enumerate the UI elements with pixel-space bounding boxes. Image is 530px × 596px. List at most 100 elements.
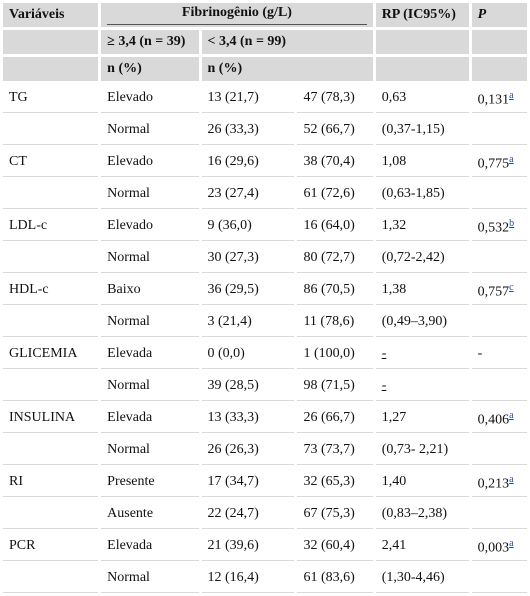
category-cell: Baixo (101, 276, 199, 305)
table-row: GLICEMIA Elevada 0 (0,0) 1 (100,0) - - (3, 340, 527, 369)
rp-cell: (0,37-1,15) (375, 116, 469, 145)
rp-cell: - (375, 372, 469, 401)
group-high-cell: 26 (33,3) (201, 116, 295, 145)
table-row: Ausente 22 (24,7) 67 (75,3) (0,83–2,38) (3, 500, 527, 529)
p-value-cell: 0,406a (471, 404, 527, 433)
variable-cell: RI (3, 468, 99, 497)
group-low-cell: 38 (70,4) (297, 148, 373, 177)
variable-cell: CT (3, 148, 99, 177)
group-high-cell: 39 (28,5) (201, 372, 295, 401)
p-value-cell (471, 244, 527, 273)
table-row: TG Elevado 13 (21,7) 47 (78,3) 0,63 0,131a (3, 84, 527, 113)
footnote-link[interactable]: b (509, 217, 515, 229)
rp-cell: 0,63 (375, 84, 469, 113)
category-cell: Normal (101, 372, 199, 401)
p-value-cell: 0,213a (471, 468, 527, 497)
footnote-link[interactable]: c (509, 281, 514, 293)
category-cell: Presente (101, 468, 199, 497)
variable-cell: INSULINA (3, 404, 99, 433)
variable-cell (3, 244, 99, 273)
rp-cell: (0,73- 2,21) (375, 436, 469, 465)
group-high-cell: 17 (34,7) (201, 468, 295, 497)
header-variaveis: Variáveis (3, 3, 99, 27)
variable-cell: TG (3, 84, 99, 113)
rp-cell: 1,27 (375, 404, 469, 433)
group-high-cell: 23 (27,4) (201, 180, 295, 209)
group-low-cell: 73 (73,7) (297, 436, 373, 465)
header-empty (471, 57, 527, 81)
rp-cell: (0,63-1,85) (375, 180, 469, 209)
table-row: Normal 12 (16,4) 61 (83,6) (1,30-4,46) (3, 564, 527, 593)
p-value-cell (471, 372, 527, 401)
header-fibrinogenio: Fibrinogênio (g/L) (101, 3, 373, 27)
group-low-cell: 67 (75,3) (297, 500, 373, 529)
table-row: Normal 3 (21,4) 11 (78,6) (0,49–3,90) (3, 308, 527, 337)
group-high-cell: 0 (0,0) (201, 340, 295, 369)
group-low-cell: 32 (65,3) (297, 468, 373, 497)
group-low-cell: 52 (66,7) (297, 116, 373, 145)
category-cell: Normal (101, 116, 199, 145)
header-rp: RP (IC95%) (375, 3, 469, 27)
table-row: LDL-c Elevado 9 (36,0) 16 (64,0) 1,32 0,532b (3, 212, 527, 241)
header-rule (107, 24, 367, 25)
rp-cell: (1,30-4,46) (375, 564, 469, 593)
table-row: HDL-c Baixo 36 (29,5) 86 (70,5) 1,38 0,757c (3, 276, 527, 305)
header-empty (375, 30, 469, 54)
p-value-cell: 0,775a (471, 148, 527, 177)
group-low-cell: 26 (66,7) (297, 404, 373, 433)
variable-cell (3, 436, 99, 465)
group-low-cell: 80 (72,7) (297, 244, 373, 273)
p-value-cell: 0,131a (471, 84, 527, 113)
variable-cell: GLICEMIA (3, 340, 99, 369)
group-low-cell: 32 (60,4) (297, 532, 373, 561)
category-cell: Normal (101, 244, 199, 273)
group-low-cell: 98 (71,5) (297, 372, 373, 401)
rp-cell: 1,08 (375, 148, 469, 177)
group-high-cell: 16 (29,6) (201, 148, 295, 177)
category-cell: Elevada (101, 532, 199, 561)
rp-cell: 2,41 (375, 532, 469, 561)
group-low-cell: 61 (83,6) (297, 564, 373, 593)
variable-cell: LDL-c (3, 212, 99, 241)
header-empty (3, 30, 99, 54)
rp-cell: - (375, 340, 469, 369)
group-high-cell: 3 (21,4) (201, 308, 295, 337)
category-cell: Elevada (101, 404, 199, 433)
p-value-cell (471, 308, 527, 337)
category-cell: Elevado (101, 212, 199, 241)
variable-cell: PCR (3, 532, 99, 561)
table-row: CT Elevado 16 (29,6) 38 (70,4) 1,08 0,775a (3, 148, 527, 177)
footnote-link[interactable]: a (509, 89, 514, 101)
group-high-cell: 12 (16,4) (201, 564, 295, 593)
footnote-link[interactable]: a (509, 537, 514, 549)
header-group-high: ≥ 3,4 (n = 39) (101, 30, 199, 54)
footnote-link[interactable]: a (509, 473, 514, 485)
group-high-cell: 26 (26,3) (201, 436, 295, 465)
p-value-cell (471, 564, 527, 593)
header-n-pct-high: n (%) (101, 57, 199, 81)
table-row: PCR Elevada 21 (39,6) 32 (60,4) 2,41 0,003a (3, 532, 527, 561)
p-value-cell (471, 180, 527, 209)
variable-cell (3, 308, 99, 337)
group-high-cell: 21 (39,6) (201, 532, 295, 561)
rp-cell: (0,72-2,42) (375, 244, 469, 273)
table-row: Normal 26 (33,3) 52 (66,7) (0,37-1,15) (3, 116, 527, 145)
rp-cell: (0,49–3,90) (375, 308, 469, 337)
p-value-cell: - (471, 340, 527, 369)
category-cell: Elevado (101, 84, 199, 113)
category-cell: Ausente (101, 500, 199, 529)
p-value-cell: 0,757c (471, 276, 527, 305)
footnote-link[interactable]: a (509, 409, 514, 421)
category-cell: Elevada (101, 340, 199, 369)
variable-cell (3, 564, 99, 593)
group-high-cell: 22 (24,7) (201, 500, 295, 529)
header-empty (3, 57, 99, 81)
footnote-link[interactable]: a (509, 153, 514, 165)
group-high-cell: 30 (27,3) (201, 244, 295, 273)
header-empty (375, 57, 469, 81)
group-high-cell: 9 (36,0) (201, 212, 295, 241)
p-value-cell: 0,003a (471, 532, 527, 561)
category-cell: Normal (101, 180, 199, 209)
rp-cell: 1,38 (375, 276, 469, 305)
